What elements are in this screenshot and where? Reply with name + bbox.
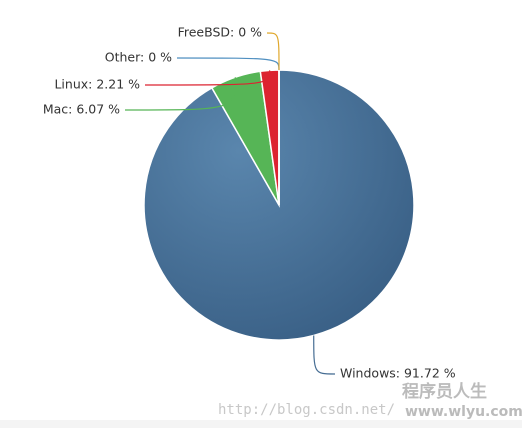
- data-label: Linux: 2.21 %: [54, 77, 140, 92]
- data-label: FreeBSD: 0 %: [178, 25, 263, 40]
- data-label: Other: 0 %: [105, 50, 172, 65]
- data-label: Mac: 6.07 %: [43, 102, 120, 117]
- bottom-strip: [0, 420, 522, 428]
- watermark: http://blog.csdn.net/: [218, 402, 395, 418]
- connector: [124, 77, 236, 111]
- watermark: 程序员人生: [402, 381, 487, 402]
- connector: [144, 70, 271, 86]
- data-label: Windows: 91.72 %: [340, 366, 456, 381]
- watermark: www.wlyu.com: [405, 404, 522, 420]
- connector: [266, 32, 280, 71]
- connector: [176, 57, 280, 71]
- connector: [313, 335, 336, 375]
